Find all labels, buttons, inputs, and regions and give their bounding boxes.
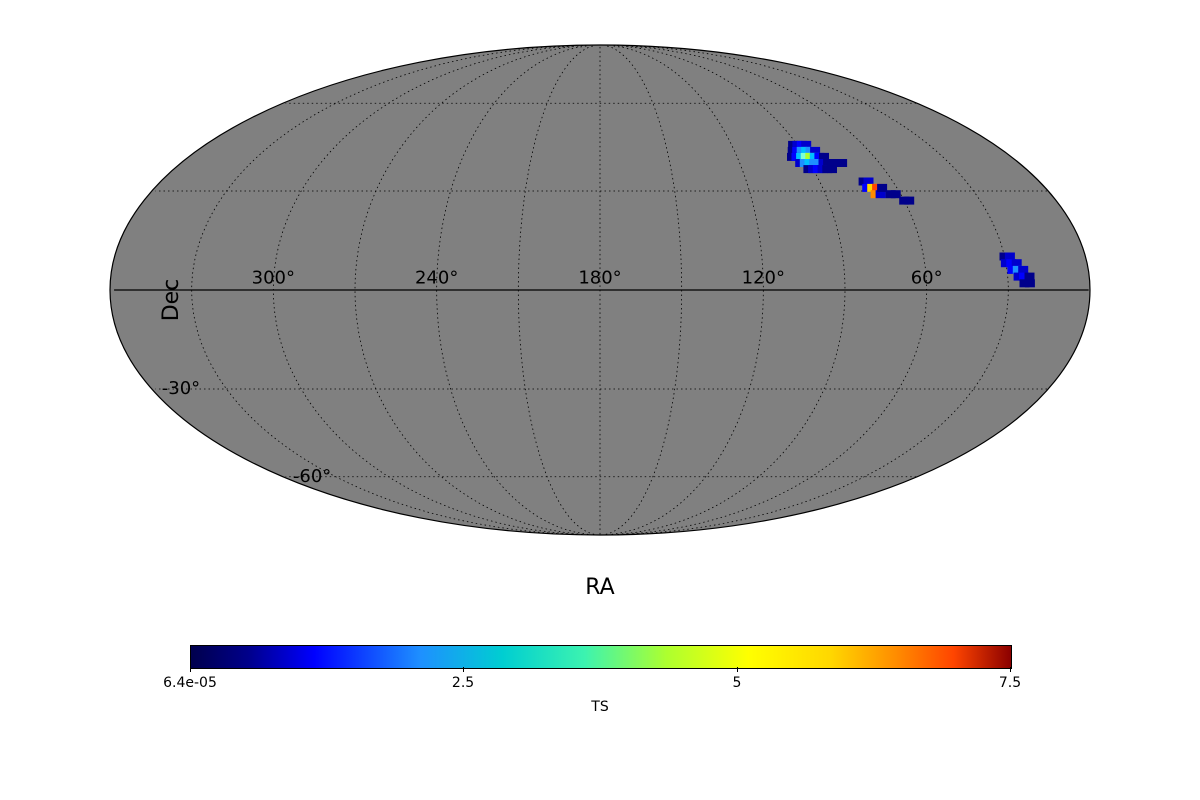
mollweide-plot: Dec RA -30°-60° 300°240°180°120°60° (100, 30, 1100, 550)
ra-tick-label: 60° (911, 268, 943, 289)
colorbar-label: TS (591, 699, 608, 715)
x-axis-label: RA (585, 575, 614, 600)
colorbar-tick-label: 7.5 (999, 675, 1021, 691)
dec-tick-label: -30° (162, 378, 200, 399)
colorbar-tick (1010, 667, 1011, 672)
colorbar-tick (737, 667, 738, 672)
ra-tick-label: 300° (252, 268, 295, 289)
colorbar-tick-label: 2.5 (452, 675, 474, 691)
colorbar-tick (463, 667, 464, 672)
mollweide-svg (100, 30, 1100, 550)
colorbar (190, 645, 1012, 669)
ra-tick-label: 180° (578, 268, 621, 289)
ra-tick-label: 120° (742, 268, 785, 289)
colorbar-tick-label: 6.4e-05 (163, 675, 217, 691)
y-axis-label: Dec (159, 279, 184, 322)
colorbar-container: 6.4e-052.557.5 TS (190, 645, 1010, 735)
ra-tick-label: 240° (415, 268, 458, 289)
colorbar-tick (190, 667, 191, 672)
colorbar-tick-label: 5 (732, 675, 741, 691)
dec-tick-label: -60° (293, 466, 331, 487)
